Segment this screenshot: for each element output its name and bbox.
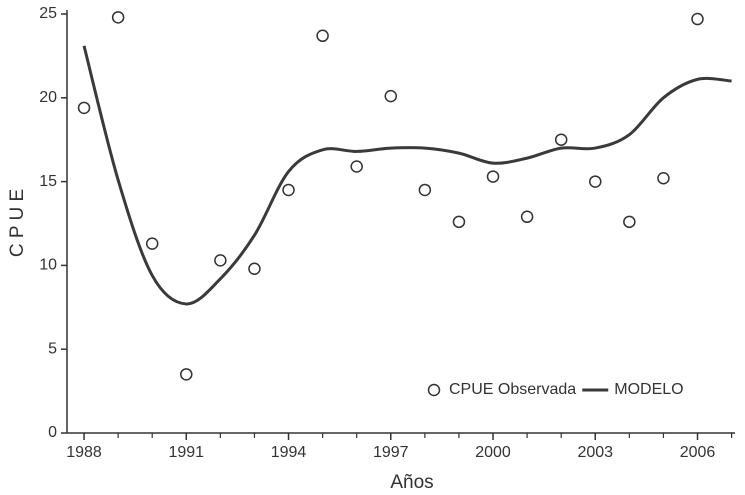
- x-tick-label: 2000: [475, 444, 511, 461]
- y-tick-label: 0: [48, 424, 57, 441]
- point: [350, 160, 363, 173]
- x-tick-label: 1997: [373, 444, 409, 461]
- point: [589, 175, 602, 188]
- point: [657, 171, 670, 185]
- point: [316, 29, 329, 43]
- model-line: [82, 45, 732, 306]
- point: [520, 210, 534, 224]
- legend-marker: [427, 383, 441, 397]
- point: [180, 368, 193, 381]
- legend-label: MODELO: [614, 381, 683, 398]
- point: [554, 133, 568, 146]
- legend-label: CPUE Observada: [449, 381, 576, 398]
- point: [452, 215, 466, 229]
- x-tick-label: 1988: [66, 444, 102, 461]
- point: [111, 11, 125, 24]
- y-axis-label: C P U E: [7, 189, 28, 257]
- x-tick-label: 1991: [168, 444, 204, 461]
- point: [248, 262, 261, 276]
- x-tick-label: 1994: [271, 444, 307, 461]
- point: [145, 237, 159, 250]
- point: [282, 183, 295, 197]
- point: [214, 254, 227, 267]
- y-tick-label: 25: [39, 5, 57, 22]
- y-tick-label: 5: [48, 340, 57, 357]
- point: [418, 183, 432, 197]
- point: [691, 12, 704, 26]
- x-axis-label: Años: [390, 472, 433, 493]
- point: [384, 89, 398, 103]
- point: [623, 215, 636, 229]
- y-tick-label: 15: [39, 173, 57, 190]
- y-tick-label: 20: [39, 89, 57, 106]
- x-tick-label: 2006: [680, 444, 716, 461]
- x-tick-label: 2003: [577, 444, 613, 461]
- point: [77, 101, 91, 115]
- point: [486, 170, 500, 183]
- y-tick-label: 10: [39, 257, 57, 274]
